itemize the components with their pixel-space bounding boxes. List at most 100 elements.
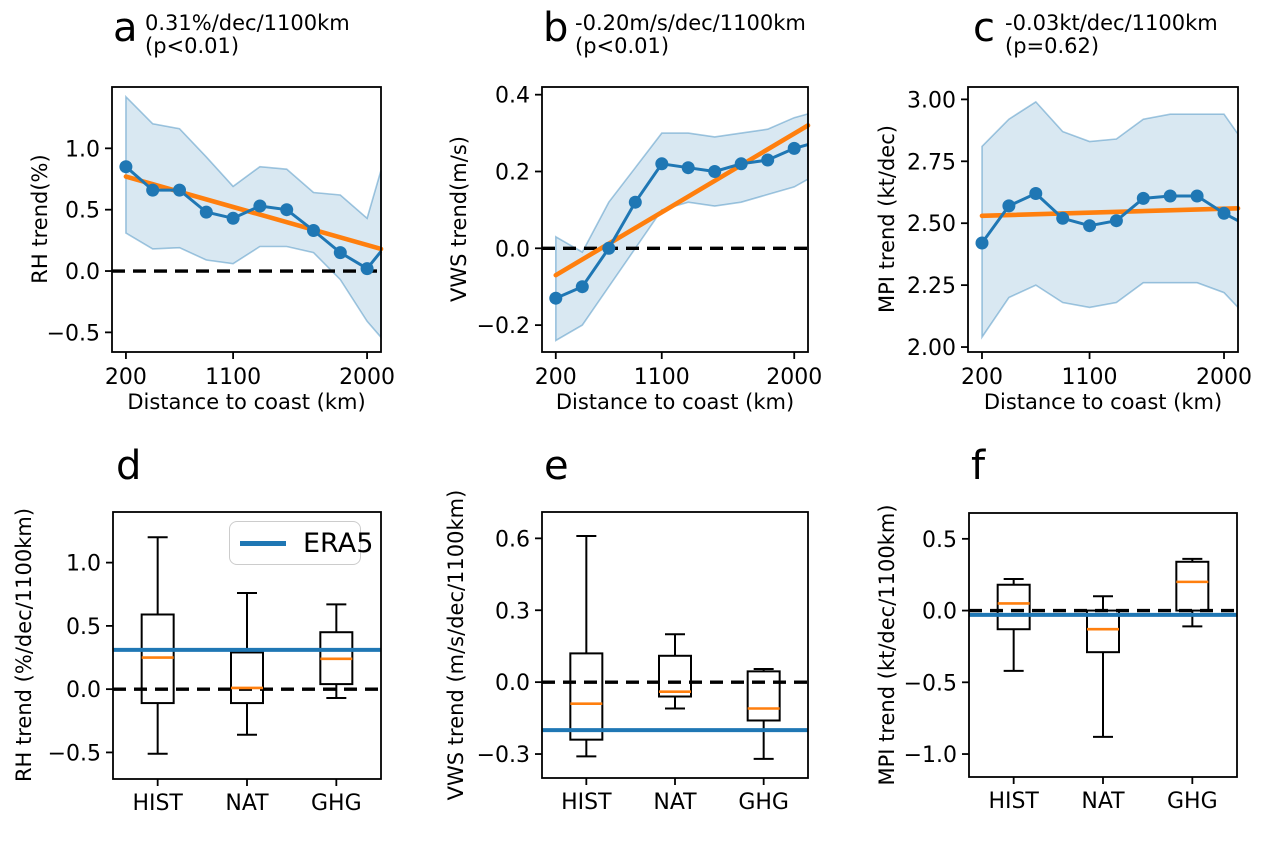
y-tick-label-f: −0.5	[904, 671, 957, 696]
panel-d-plot: HIST NAT GHG 1.0 0.5 0.0 −0.5	[48, 511, 382, 816]
era5-legend-line-icon	[240, 540, 286, 546]
box	[569, 652, 604, 741]
y-tick-label-a: 0.0	[65, 260, 100, 285]
y-tick-label-d: −0.5	[48, 741, 101, 766]
data-point-c-2	[1029, 187, 1043, 200]
box	[1086, 609, 1120, 654]
axes-spines-f	[968, 512, 1238, 778]
trend-line-b	[553, 123, 811, 278]
panel-e-plot: HIST NAT GHG 0.6 0.3 0.0 −0.3	[477, 511, 809, 815]
data-point-b-3	[628, 195, 642, 209]
y-tick-label-c: 2.25	[907, 274, 956, 299]
y-tick-label-a: 0.5	[65, 199, 100, 224]
axes-spines-b	[541, 86, 809, 353]
data-point-b-4	[655, 157, 669, 171]
category-label-d: GHG	[311, 791, 362, 816]
panel-a-plot: 200 1100 2000 1.0 0.5 0.0 −0.5	[47, 86, 395, 390]
y-tick-label-b: 0.0	[495, 237, 530, 262]
panel-c-plot: 200 1100 2000 3.00 2.75 2.50 2.25 2.00	[907, 86, 1252, 390]
data-point-a-1	[146, 183, 160, 197]
panel-b-plot: 200 1100 2000 0.4 0.2 0.0 −0.2	[477, 84, 823, 390]
figure: 200 1100 2000 1.0 0.5 0.0 −0.5 200 1100 2000 0.4 0.…	[12, 5, 1252, 816]
y-tick-label-b: 0.4	[495, 84, 530, 109]
y-tick-label-e: 0.6	[495, 527, 530, 552]
data-point-b-5	[681, 161, 695, 175]
category-label-f: HIST	[988, 789, 1039, 814]
panel-title-b-line1: -0.20m/s/dec/1100km	[575, 11, 806, 35]
data-point-b-2	[602, 241, 616, 255]
x-tick-label-b: 200	[535, 365, 577, 390]
x-tick-label-a: 1100	[205, 365, 261, 390]
y-tick-label-f: 0.5	[922, 528, 957, 553]
data-point-c-7	[1163, 189, 1177, 203]
y-tick-label-c: 2.75	[907, 150, 956, 175]
category-label-f: NAT	[1081, 789, 1125, 814]
x-tick-label-c: 2000	[1196, 365, 1252, 390]
box	[230, 651, 264, 705]
y-axis-label-f: MPI trend (kt/dec/1100km)	[875, 504, 899, 786]
data-point-b-8	[761, 153, 775, 167]
category-label-e: HIST	[561, 790, 612, 815]
y-tick-label-e: −0.3	[477, 743, 530, 768]
y-tick-label-d: 0.5	[66, 615, 101, 640]
panel-title-a: 0.31%/dec/1100km (p<0.01)	[145, 12, 350, 58]
panel-title-a-line2: (p<0.01)	[145, 34, 240, 58]
x-tick-label-c: 200	[961, 365, 1003, 390]
data-point-c-5	[1109, 214, 1123, 228]
x-axis-label-a: Distance to coast (km)	[127, 390, 366, 414]
data-point-a-7	[307, 224, 320, 237]
data-point-a-2	[173, 183, 186, 197]
panel-title-a-line1: 0.31%/dec/1100km	[145, 11, 350, 35]
axes-spines-c	[967, 86, 1239, 353]
x-tick-label-a: 2000	[339, 365, 395, 390]
boxplot-f-nat	[1086, 595, 1120, 738]
y-axis-label-a: RH trend(%)	[28, 154, 52, 284]
panel-title-b: -0.20m/s/dec/1100km (p<0.01)	[575, 12, 806, 58]
y-tick-label-e: 0.3	[495, 599, 530, 624]
boxplot-e-nat	[658, 633, 692, 710]
plots-canvas: 200 1100 2000 1.0 0.5 0.0 −0.5 200 1100 2000 0.4 0.…	[47, 84, 1252, 816]
panel-letter-d: d	[116, 443, 142, 489]
data-point-c-4	[1083, 219, 1097, 233]
panel-letter-c: c	[973, 5, 995, 51]
data-point-c-1	[1002, 199, 1016, 213]
x-tick-label-a: 200	[105, 365, 147, 390]
x-tick-label-b: 2000	[766, 365, 822, 390]
data-point-a-5	[253, 199, 267, 213]
category-label-d: NAT	[225, 791, 269, 816]
data-point-a-8	[333, 246, 347, 260]
y-tick-label-f: −1.0	[904, 743, 957, 768]
y-axis-label-e: VWS trend (m/s/dec/1100km)	[444, 489, 468, 801]
panel-title-c-line2: (p=0.62)	[1005, 34, 1100, 58]
confidence-band-a	[125, 94, 382, 340]
x-tick-label-c: 1100	[1062, 365, 1118, 390]
category-label-e: NAT	[653, 790, 697, 815]
trend-line-c	[979, 206, 1241, 219]
panel-letter-e: e	[544, 443, 569, 489]
data-point-b-1	[575, 280, 589, 294]
boxplot-d-hist	[140, 536, 175, 755]
y-tick-label-b: 0.2	[495, 160, 530, 185]
category-label-e: GHG	[738, 790, 789, 815]
y-tick-label-c: 3.00	[907, 88, 956, 113]
data-point-a-0	[119, 160, 133, 174]
panel-title-c: -0.03kt/dec/1100km (p=0.62)	[1005, 12, 1218, 58]
boxplot-e-hist	[569, 534, 604, 758]
x-tick-label-b: 1100	[634, 365, 690, 390]
panel-letter-a: a	[113, 5, 138, 51]
data-point-a-9	[360, 262, 374, 276]
data-point-c-3	[1056, 211, 1070, 225]
y-tick-label-e: 0.0	[495, 671, 530, 696]
panel-title-c-line1: -0.03kt/dec/1100km	[1005, 11, 1218, 35]
data-point-b-6	[708, 165, 722, 178]
era5-legend-label: ERA5	[303, 527, 374, 559]
box	[658, 654, 692, 698]
y-tick-label-b: −0.2	[477, 314, 530, 339]
data-point-c-6	[1136, 191, 1150, 205]
y-axis-label-d: RH trend (%/dec/1100km)	[12, 507, 36, 783]
data-point-c-0	[975, 236, 989, 250]
y-tick-label-d: 1.0	[66, 552, 101, 577]
data-point-a-3	[199, 205, 213, 219]
panel-letter-f: f	[971, 443, 986, 489]
data-point-c-8	[1190, 189, 1204, 203]
